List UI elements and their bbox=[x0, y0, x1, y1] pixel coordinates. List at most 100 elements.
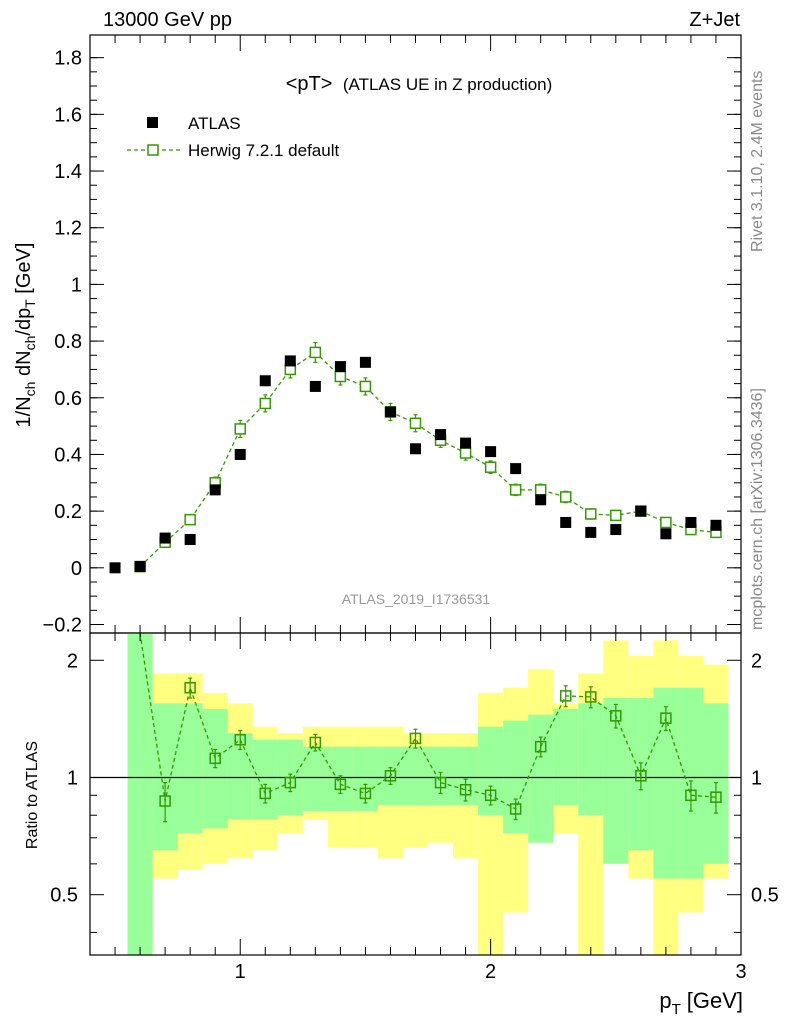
x-axis-label: pT [GeV] bbox=[659, 988, 743, 1018]
herwig-point bbox=[334, 370, 347, 383]
herwig-line bbox=[139, 351, 717, 568]
main-y-tick-label: 1.2 bbox=[54, 218, 82, 240]
ratio-herwig-point bbox=[209, 752, 221, 765]
atlas-point bbox=[685, 516, 697, 528]
herwig-point bbox=[534, 484, 547, 496]
chart-title: <pT> (ATLAS UE in Z production) bbox=[286, 73, 553, 95]
atlas-point bbox=[560, 516, 572, 528]
herwig-point bbox=[585, 508, 597, 520]
ratio-y-tick-label: 0.5 bbox=[50, 885, 78, 907]
chart-subtitle: (ATLAS UE in Z production) bbox=[343, 75, 552, 94]
main-y-tick-label: 0.4 bbox=[54, 444, 82, 466]
atlas-point bbox=[435, 429, 447, 441]
herwig-point bbox=[559, 491, 572, 503]
ratio-band-green bbox=[177, 703, 203, 834]
ratio-herwig-point bbox=[459, 784, 472, 796]
atlas-point bbox=[259, 375, 271, 387]
ratio-herwig-point bbox=[384, 770, 397, 782]
main-axes: −0.2 0 0.2 0.4 0.6 0.8 1 1.2 1.4 1.6 1.8 bbox=[43, 35, 741, 636]
herwig-point bbox=[234, 423, 246, 435]
ratio-y-tick-label-right: 2 bbox=[751, 650, 762, 672]
x-tick-label: 2 bbox=[485, 961, 496, 983]
atlas-point bbox=[535, 494, 547, 506]
legend: ATLAS Herwig 7.2.1 default bbox=[127, 114, 339, 160]
ratio-data-layer bbox=[90, 632, 741, 955]
ratio-herwig-point bbox=[610, 710, 622, 722]
atlas-point bbox=[635, 505, 647, 517]
main-y-tick-label: 1.4 bbox=[54, 161, 82, 183]
x-tick-label: 3 bbox=[735, 961, 746, 983]
analysis-watermark: ATLAS_2019_I1736531 bbox=[342, 591, 491, 607]
ratio-herwig-line bbox=[139, 632, 717, 810]
ratio-herwig-point bbox=[585, 691, 597, 703]
atlas-point bbox=[184, 533, 196, 545]
atlas-point bbox=[109, 562, 121, 574]
herwig-point bbox=[484, 461, 497, 473]
atlas-point bbox=[610, 524, 622, 536]
ratio-y-tick-label-right: 0.5 bbox=[751, 885, 779, 907]
atlas-point bbox=[410, 443, 421, 455]
main-data-layer bbox=[109, 341, 722, 574]
ratio-herwig-point bbox=[359, 787, 372, 800]
main-y-tick-label: 0 bbox=[71, 558, 82, 580]
main-y-axis-label: 1/Nch dNch/dpT [GeV] bbox=[13, 243, 38, 428]
main-y-tick-label: 1 bbox=[71, 274, 82, 296]
ratio-herwig-point bbox=[284, 776, 297, 789]
ratio-herwig-point bbox=[434, 776, 447, 789]
ratio-herwig-point bbox=[409, 732, 422, 745]
atlas-point bbox=[384, 406, 396, 418]
atlas-point bbox=[134, 560, 146, 572]
ratio-herwig-point bbox=[635, 770, 647, 782]
ratio-band-green bbox=[578, 703, 604, 816]
main-y-tick-label: 0.8 bbox=[54, 331, 82, 353]
ratio-herwig-point bbox=[710, 791, 722, 803]
atlas-point bbox=[234, 448, 246, 460]
herwig-point bbox=[459, 447, 472, 459]
atlas-point bbox=[660, 528, 672, 540]
ratio-herwig-point bbox=[234, 733, 246, 746]
legend-herwig-label: Herwig 7.2.1 default bbox=[188, 141, 339, 160]
ratio-herwig-point bbox=[509, 803, 522, 815]
atlas-point bbox=[309, 380, 321, 392]
ratio-y-tick-label-right: 1 bbox=[751, 767, 762, 789]
herwig-point bbox=[610, 509, 622, 522]
ratio-y-tick-label: 2 bbox=[67, 650, 78, 672]
legend-atlas-label: ATLAS bbox=[188, 114, 241, 133]
ratio-band-green bbox=[402, 746, 429, 805]
atlas-point bbox=[159, 532, 171, 544]
atlas-point bbox=[710, 519, 722, 531]
ratio-band-green bbox=[553, 708, 579, 805]
header-process-label: Z+Jet bbox=[689, 9, 740, 31]
header-energy-label: 13000 GeV pp bbox=[103, 9, 232, 31]
ratio-axes: 0.5 0.5 1 1 2 2 1 2 3 bbox=[50, 633, 779, 983]
ratio-y-axis-label: Ratio to ATLAS bbox=[24, 741, 41, 849]
ratio-band-green bbox=[202, 708, 228, 829]
herwig-point bbox=[660, 516, 672, 529]
main-panel: −0.2 0 0.2 0.4 0.6 0.8 1 1.2 1.4 1.6 1.8 <pT> (ATL… bbox=[13, 34, 742, 636]
ratio-band-green bbox=[528, 714, 554, 843]
legend-atlas-marker bbox=[147, 117, 158, 128]
ratio-band-green bbox=[252, 739, 278, 820]
ratio-band-green bbox=[127, 633, 153, 955]
rivet-version-label: Rivet 3.1.10, 2.4M events bbox=[749, 71, 766, 252]
ratio-herwig-point bbox=[184, 682, 196, 694]
ratio-herwig-point bbox=[159, 795, 171, 807]
ratio-herwig-point bbox=[259, 787, 272, 800]
atlas-point bbox=[585, 526, 597, 538]
ratio-herwig-point bbox=[685, 789, 697, 802]
herwig-point bbox=[359, 380, 372, 393]
ratio-y-tick-label: 1 bbox=[67, 767, 78, 789]
atlas-point bbox=[209, 484, 221, 496]
chart-title-main: <pT> bbox=[286, 73, 333, 95]
herwig-point bbox=[309, 346, 322, 359]
atlas-point bbox=[334, 361, 346, 373]
ratio-frame bbox=[89, 632, 742, 956]
x-tick-label: 1 bbox=[235, 961, 246, 983]
atlas-point bbox=[359, 356, 371, 368]
main-y-tick-label: 1.8 bbox=[54, 48, 82, 70]
herwig-point bbox=[259, 397, 272, 410]
atlas-point bbox=[460, 437, 472, 449]
ratio-herwig-point bbox=[334, 778, 347, 791]
main-y-tick-label: 0.6 bbox=[54, 388, 82, 410]
